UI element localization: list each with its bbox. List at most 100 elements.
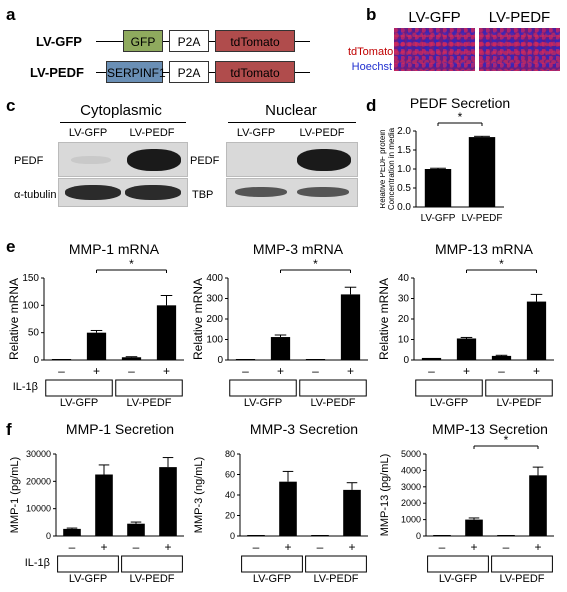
bar xyxy=(340,294,361,360)
il1b-sign: + xyxy=(284,540,291,554)
band-cyto-pedf-gfp xyxy=(71,156,111,164)
bar xyxy=(159,467,177,536)
y-tick-label: 0 xyxy=(403,355,409,366)
lane-label-cyto-gfp: LV-GFP xyxy=(68,127,108,139)
stain-label-tdtomato: tdTomato xyxy=(348,46,394,58)
group-box xyxy=(229,379,297,397)
band-nuc-pedf-pedf xyxy=(297,149,351,171)
lane-label-nuc-gfp: LV-GFP xyxy=(236,127,276,139)
il1b-sign: + xyxy=(533,364,540,378)
y-tick-label: 0 xyxy=(416,531,421,541)
y-tick-label: 1.5 xyxy=(397,145,411,156)
x-category-label: LV-GFP xyxy=(421,213,456,224)
blot-nuc-pedf xyxy=(226,142,358,177)
group-box xyxy=(305,555,367,573)
chart-mmp13-secretion: MMP-13 Secretion MMP-13 (pg/mL) 0 1000 2000 3… xyxy=(379,421,554,585)
group-label: LV-PEDF xyxy=(499,573,544,585)
bar xyxy=(456,338,477,360)
group-box xyxy=(241,555,303,573)
y-tick-label: 60 xyxy=(225,470,235,480)
chart-title: MMP-3 mRNA xyxy=(253,241,344,257)
y-tick-label: 100 xyxy=(206,335,223,346)
il1b-sign: + xyxy=(348,540,355,554)
y-axis-label: Relative mRNA xyxy=(191,278,205,360)
il1b-sign: – xyxy=(317,540,324,554)
group-label: LV-PEDF xyxy=(313,573,358,585)
y-tick-label: 2000 xyxy=(401,498,421,508)
bar xyxy=(121,357,142,360)
y-tick-label: 100 xyxy=(22,300,39,311)
y-tick-label: 10 xyxy=(398,335,410,346)
y-axis-label: MMP-3 (ng/mL) xyxy=(193,457,205,533)
gfp-element: GFP xyxy=(123,30,163,52)
chart-title: PEDF Secretion xyxy=(410,95,510,111)
il1b-sign: + xyxy=(277,364,284,378)
chart-title: MMP-1 mRNA xyxy=(69,241,160,257)
bar xyxy=(343,489,361,536)
panel-letter-f: f xyxy=(6,420,12,439)
panel-letter-c: c xyxy=(6,96,16,115)
construct-label-gfp: LV-GFP xyxy=(36,34,82,49)
group-box xyxy=(427,555,489,573)
band-nuc-tbp-pedf xyxy=(297,187,349,197)
y-axis-label-line: Concentration in media xyxy=(387,127,396,210)
chart-mmp13-mrna: MMP-13 mRNA Relative mRNA 0 10 20 30 40 * – + – + LV… xyxy=(377,241,554,409)
micro-label-pedf: LV-PEDF xyxy=(488,9,551,26)
bar xyxy=(156,305,177,360)
chart-title: MMP-13 Secretion xyxy=(432,421,548,437)
chart-mmp1-secretion: MMP-1 Secretion MMP-1 (pg/mL) 0 10000 20000 3… xyxy=(9,421,184,585)
blot-cyto-tubulin xyxy=(58,178,188,207)
bar xyxy=(247,535,265,536)
chart-title: MMP-1 Secretion xyxy=(66,421,174,437)
bar xyxy=(95,474,113,536)
panel-letter-e: e xyxy=(6,237,16,256)
chart-title: MMP-13 mRNA xyxy=(435,241,534,257)
y-tick-label: 20 xyxy=(225,511,235,521)
y-tick-label: 0 xyxy=(46,531,51,541)
row-label-nuc-tbp: TBP xyxy=(192,189,214,201)
y-tick-label: 1.0 xyxy=(397,164,411,175)
significance-marker: * xyxy=(499,257,504,271)
micrograph-lv-gfp xyxy=(394,28,475,71)
bar xyxy=(424,169,452,207)
y-tick-label: 3000 xyxy=(401,482,421,492)
y-tick-label: 2.0 xyxy=(397,126,411,137)
blot-cyto-pedf xyxy=(58,142,188,177)
blot-title-underline-nuc xyxy=(228,122,356,123)
band-nuc-tbp-gfp xyxy=(235,187,287,197)
group-box xyxy=(45,379,113,397)
lane-label-nuc-pedf: LV-PEDF xyxy=(299,127,345,139)
significance-marker: * xyxy=(313,257,318,271)
y-tick-label: 40 xyxy=(398,273,410,284)
blot-title-underline-cyto xyxy=(60,122,186,123)
y-tick-label: 0 xyxy=(33,355,39,366)
chart-mmp3-secretion: MMP-3 Secretion MMP-3 (ng/mL) 0 20 40 60 80 – + –… xyxy=(193,421,368,585)
il1b-sign: – xyxy=(503,540,510,554)
panel-letter-d: d xyxy=(366,96,377,115)
y-tick-label: 30000 xyxy=(26,449,51,459)
bar xyxy=(421,357,442,360)
y-tick-label: 20000 xyxy=(26,476,51,486)
y-tick-label: 0.0 xyxy=(397,202,411,213)
y-axis-label-line: Relative PEDF protein xyxy=(380,129,387,208)
il1b-sign: – xyxy=(242,364,249,378)
bar xyxy=(529,475,547,536)
bar xyxy=(127,523,145,536)
bar xyxy=(63,528,81,536)
p2a-element-gfp: P2A xyxy=(169,30,209,52)
y-tick-label: 4000 xyxy=(401,465,421,475)
tdtomato-element-gfp: tdTomato xyxy=(215,30,295,52)
il1b-sign: + xyxy=(463,364,470,378)
bar xyxy=(468,137,496,207)
y-axis-label: Relative PEDF proteinConcentration in me… xyxy=(380,127,396,210)
y-tick-label: 0 xyxy=(217,355,223,366)
group-label: LV-GFP xyxy=(253,573,291,585)
y-tick-label: 1000 xyxy=(401,515,421,525)
row-label-cyto-tubulin: α-tubulin xyxy=(14,189,57,201)
group-label: LV-PEDF xyxy=(129,573,174,585)
lane-label-cyto-pedf: LV-PEDF xyxy=(129,127,175,139)
x-category-label: LV-PEDF xyxy=(462,213,503,224)
il1b-sign: + xyxy=(164,540,171,554)
y-tick-label: 50 xyxy=(28,328,40,339)
group-label: LV-PEDF xyxy=(496,397,541,409)
